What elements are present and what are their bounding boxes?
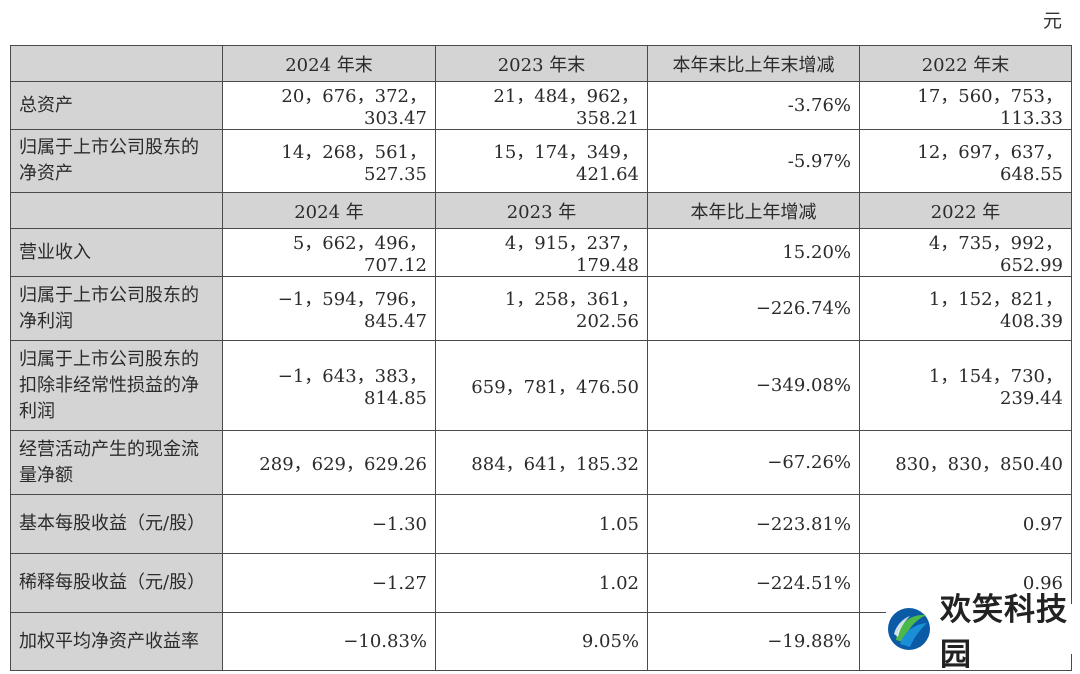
value-cell: 21，484，962，358.21: [435, 81, 648, 130]
header-cell: 2023 年末: [435, 45, 648, 82]
value-cell: 4，915，237，179.48: [435, 228, 648, 277]
unit-label: 元: [1042, 10, 1062, 32]
table-row: 总资产 20，676，372，303.47 21，484，962，358.21 …: [10, 81, 1072, 130]
watermark: 欢笑科技园: [886, 592, 1076, 673]
value-cell: 9.05%: [435, 612, 648, 671]
value-cell: 289，629，629.26: [222, 430, 436, 495]
value-cell: −19.88%: [647, 612, 860, 671]
header-cell: 2024 年末: [222, 45, 436, 82]
header-row-year: 2024 年 2023 年 本年比上年增减 2022 年: [10, 192, 1072, 229]
header-cell: 2023 年: [435, 192, 648, 229]
table-row: 经营活动产生的现金流量净额 289，629，629.26 884，641，185…: [10, 430, 1072, 495]
value-cell: 12，697，637，648.55: [859, 129, 1072, 193]
header-row-year-end: 2024 年末 2023 年末 本年末比上年末增减 2022 年末: [10, 45, 1072, 82]
financial-table: 2024 年末 2023 年末 本年末比上年末增减 2022 年末 总资产 20…: [10, 45, 1072, 671]
value-cell: 15.20%: [647, 228, 860, 277]
row-label: 归属于上市公司股东的净资产: [10, 129, 223, 193]
value-cell: −223.81%: [647, 494, 860, 554]
value-cell: 1.02: [435, 553, 648, 613]
value-cell: 4，735，992，652.99: [859, 228, 1072, 277]
value-cell: −1，643，383，814.85: [222, 340, 436, 431]
value-cell: 5，662，496，707.12: [222, 228, 436, 277]
header-blank: [10, 45, 223, 82]
value-cell: 884，641，185.32: [435, 430, 648, 495]
leaf-swirl-logo-icon: [886, 606, 932, 652]
value-cell: −226.74%: [647, 276, 860, 341]
value-cell: 17，560，753，113.33: [859, 81, 1072, 130]
row-label: 归属于上市公司股东的净利润: [10, 276, 223, 341]
value-cell: 15，174，349，421.64: [435, 129, 648, 193]
value-cell: 0.97: [859, 494, 1072, 554]
value-cell: 830，830，850.40: [859, 430, 1072, 495]
header-cell: 2022 年: [859, 192, 1072, 229]
value-cell: −1.30: [222, 494, 436, 554]
table-row: 基本每股收益（元/股） −1.30 1.05 −223.81% 0.97: [10, 494, 1072, 554]
header-cell: 2024 年: [222, 192, 436, 229]
value-cell: −224.51%: [647, 553, 860, 613]
header-cell: 本年末比上年末增减: [647, 45, 860, 82]
row-label: 基本每股收益（元/股）: [10, 494, 223, 554]
table-row: 归属于上市公司股东的扣除非经常性损益的净利润 −1，643，383，814.85…: [10, 340, 1072, 431]
value-cell: 1，152，821，408.39: [859, 276, 1072, 341]
table-row: 营业收入 5，662，496，707.12 4，915，237，179.48 1…: [10, 228, 1072, 277]
value-cell: −10.83%: [222, 612, 436, 671]
value-cell: −1，594，796，845.47: [222, 276, 436, 341]
row-label: 经营活动产生的现金流量净额: [10, 430, 223, 495]
value-cell: 1，258，361，202.56: [435, 276, 648, 341]
value-cell: 1.05: [435, 494, 648, 554]
header-cell: 本年比上年增减: [647, 192, 860, 229]
value-cell: −67.26%: [647, 430, 860, 495]
row-label: 总资产: [10, 81, 223, 130]
value-cell: 659，781，476.50: [435, 340, 648, 431]
row-label: 营业收入: [10, 228, 223, 277]
row-label: 稀释每股收益（元/股）: [10, 553, 223, 613]
value-cell: −1.27: [222, 553, 436, 613]
header-blank: [10, 192, 223, 229]
header-cell: 2022 年末: [859, 45, 1072, 82]
watermark-text: 欢笑科技园: [940, 592, 1068, 673]
table-row: 归属于上市公司股东的净资产 14，268，561，527.35 15，174，3…: [10, 129, 1072, 193]
row-label: 归属于上市公司股东的扣除非经常性损益的净利润: [10, 340, 223, 431]
value-cell: 20，676，372，303.47: [222, 81, 436, 130]
value-cell: −349.08%: [647, 340, 860, 431]
value-cell: -3.76%: [647, 81, 860, 130]
value-cell: 0.96: [859, 553, 1072, 613]
table-row: 归属于上市公司股东的净利润 −1，594，796，845.47 1，258，36…: [10, 276, 1072, 341]
value-cell: 1，154，730，239.44: [859, 340, 1072, 431]
value-cell: -5.97%: [647, 129, 860, 193]
value-cell: 14，268，561，527.35: [222, 129, 436, 193]
table-row: 稀释每股收益（元/股） −1.27 1.02 −224.51% 0.96: [10, 553, 1072, 613]
row-label: 加权平均净资产收益率: [10, 612, 223, 671]
